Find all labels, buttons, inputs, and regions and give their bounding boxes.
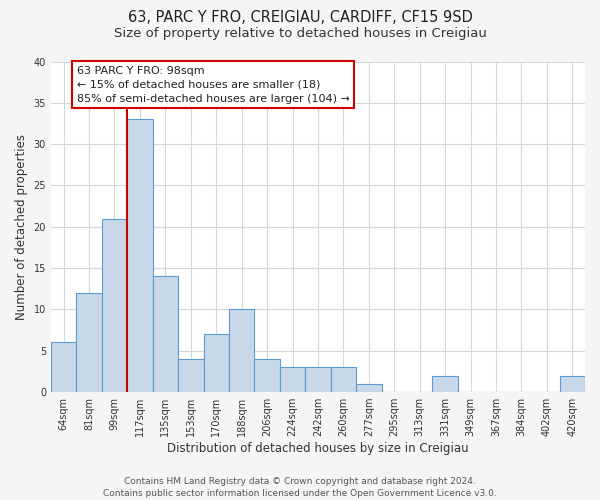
Text: 63, PARC Y FRO, CREIGIAU, CARDIFF, CF15 9SD: 63, PARC Y FRO, CREIGIAU, CARDIFF, CF15 …	[128, 10, 472, 25]
Bar	[178, 359, 203, 392]
Bar	[102, 218, 127, 392]
Bar	[203, 334, 229, 392]
Text: Contains HM Land Registry data © Crown copyright and database right 2024.
Contai: Contains HM Land Registry data © Crown c…	[103, 476, 497, 498]
Bar	[152, 276, 178, 392]
Y-axis label: Number of detached properties: Number of detached properties	[15, 134, 28, 320]
Bar	[229, 310, 254, 392]
Bar	[254, 359, 280, 392]
Bar	[51, 342, 76, 392]
X-axis label: Distribution of detached houses by size in Creigiau: Distribution of detached houses by size …	[167, 442, 469, 455]
Text: 63 PARC Y FRO: 98sqm
← 15% of detached houses are smaller (18)
85% of semi-detac: 63 PARC Y FRO: 98sqm ← 15% of detached h…	[77, 66, 350, 104]
Bar	[560, 376, 585, 392]
Bar	[280, 368, 305, 392]
Bar	[76, 293, 102, 392]
Bar	[331, 368, 356, 392]
Text: Size of property relative to detached houses in Creigiau: Size of property relative to detached ho…	[113, 28, 487, 40]
Bar	[433, 376, 458, 392]
Bar	[305, 368, 331, 392]
Bar	[127, 120, 152, 392]
Bar	[356, 384, 382, 392]
